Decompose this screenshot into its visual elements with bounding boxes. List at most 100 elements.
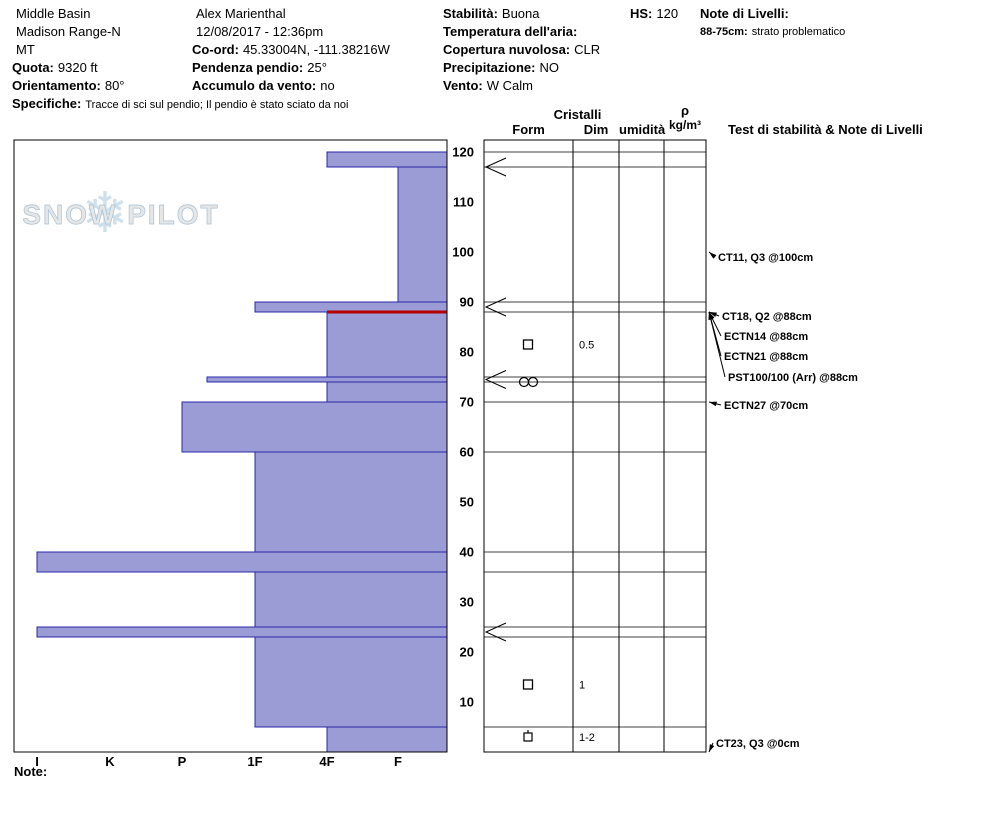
header-field: Co-ord: 45.33004N, -111.38216W <box>192 41 390 59</box>
header-field: 12/08/2017 - 12:36pm <box>192 23 390 41</box>
thin-layer-marker <box>484 157 507 177</box>
field-label: Quota: <box>12 60 54 75</box>
field-value: 120 <box>656 6 679 21</box>
field-value: no <box>320 78 335 93</box>
header-column-4: HS: 120 <box>630 5 678 23</box>
field-label: Co-ord: <box>192 42 239 57</box>
crystal-facet-icon <box>522 679 534 690</box>
col-header-density-unit: kg/m³ <box>668 118 701 132</box>
col-header-form: Form <box>512 122 545 137</box>
snow-layer-bar <box>206 376 448 383</box>
col-header-density-symbol: ρ <box>680 103 690 118</box>
depth-tick-label: 30 <box>460 595 474 610</box>
depth-tick-label: 80 <box>460 345 474 360</box>
hardness-axis-label: F <box>394 754 402 769</box>
thin-layer-marker <box>484 297 507 317</box>
test-result-label: PST100/100 (Arr) @88cm <box>728 372 858 384</box>
field-label: Copertura nuvolosa: <box>443 42 571 57</box>
snow-layer-bar <box>36 551 448 573</box>
field-label: Pendenza pendio: <box>192 60 304 75</box>
field-label: Specifiche: <box>12 96 82 111</box>
field-value: Madison Range-N <box>16 24 121 39</box>
depth-tick-label: 50 <box>460 495 474 510</box>
depth-tick-label: 120 <box>452 145 474 160</box>
header-field: Specifiche: Tracce di sci sul pendio; Il … <box>12 95 349 113</box>
depth-tick-label: 20 <box>460 645 474 660</box>
crystal-facet-icon <box>522 339 534 350</box>
col-header-humidity: umidità <box>619 122 666 137</box>
header-column-5: Note di Livelli: 88-75cm: strato problemat… <box>700 5 845 41</box>
field-label: Accumulo da vento: <box>192 78 317 93</box>
field-label: Stabilità: <box>443 6 498 21</box>
field-value: Middle Basin <box>16 6 91 21</box>
field-value: CLR <box>574 42 601 57</box>
header-column-1: Middle Basin Madison Range-N MT Quota: 9320 … <box>12 5 349 113</box>
field-label: HS: <box>630 6 653 21</box>
header-column-3: Stabilità: Buona Temperatura dell'aria: Cop… <box>443 5 600 95</box>
header-field: 88-75cm: strato problematico <box>700 23 845 41</box>
field-value: Tracce di sci sul pendio; Il pendio è st… <box>85 99 349 111</box>
depth-tick-label: 100 <box>452 245 474 260</box>
snow-layer-bar <box>326 726 448 753</box>
thin-layer-marker <box>484 370 507 389</box>
depth-tick-label: 110 <box>453 195 474 210</box>
col-header-stability-tests: Test di stabilità & Note di Livelli <box>728 122 923 137</box>
crystal-dim-label: 1 <box>579 680 585 692</box>
test-leader-arrowhead <box>709 252 717 259</box>
profile-frame <box>13 139 448 753</box>
header-field: Note di Livelli: <box>700 5 845 23</box>
field-value: Alex Marienthal <box>196 6 286 21</box>
test-result-label: ECTN27 @70cm <box>724 400 808 412</box>
layer-table-frame <box>483 139 707 753</box>
test-leader-arrowhead <box>708 312 714 320</box>
watermark-snowflake-icon: ❄ <box>82 181 129 244</box>
field-value: NO <box>539 60 559 75</box>
field-label: Temperatura dell'aria: <box>443 24 578 39</box>
hardness-axis-label: K <box>105 754 115 769</box>
field-value: 45.33004N, -111.38216W <box>242 42 390 57</box>
header-column-2: Alex Marienthal 12/08/2017 - 12:36pm Co-or… <box>192 5 390 95</box>
field-label: Note di Livelli: <box>700 6 789 21</box>
note-label: Note: <box>14 764 48 779</box>
field-value: 12/08/2017 - 12:36pm <box>196 24 324 39</box>
hardness-axis-label: 4F <box>319 754 334 769</box>
header-field: Stabilità: Buona <box>443 5 600 23</box>
header-field: Middle Basin <box>12 5 349 23</box>
header-field: Vento: W Calm <box>443 77 600 95</box>
hardness-axis-label: 1F <box>247 754 262 769</box>
test-result-label: CT11, Q3 @100cm <box>718 252 813 264</box>
header-field: Temperatura dell'aria: <box>443 23 600 41</box>
crystal-mixed-icon <box>523 732 533 742</box>
watermark-text: SNOW PILOT <box>22 199 219 230</box>
snow-layer-bar <box>254 571 448 628</box>
snow-layer-bar <box>397 166 448 303</box>
depth-tick-label: 40 <box>460 545 474 560</box>
field-value: 80° <box>104 78 125 93</box>
header-field: MT <box>12 41 349 59</box>
test-result-label: ECTN21 @88cm <box>724 351 808 363</box>
header-field: Pendenza pendio: 25° <box>192 59 390 77</box>
field-label: 88-75cm: <box>700 26 748 38</box>
field-value: W Calm <box>486 78 533 93</box>
hardness-axis-label: P <box>178 754 187 769</box>
col-header-cristalli: Cristalli <box>553 107 602 122</box>
col-header-dim: Dim <box>583 122 609 137</box>
test-leader-arrowhead <box>709 744 715 752</box>
header-field: Accumulo da vento: no <box>192 77 390 95</box>
test-result-label: CT18, Q2 @88cm <box>722 311 812 323</box>
crystal-dim-label: 1-2 <box>579 732 595 744</box>
test-leader-arrowhead <box>709 401 717 407</box>
header-field: Precipitazione: NO <box>443 59 600 77</box>
header-field: Madison Range-N <box>12 23 349 41</box>
field-value: Buona <box>501 6 540 21</box>
field-value: 9320 ft <box>57 60 98 75</box>
field-label: Vento: <box>443 78 483 93</box>
snow-layer-bar <box>326 381 448 403</box>
field-value: 25° <box>307 60 327 75</box>
depth-tick-label: 70 <box>460 395 474 410</box>
header-field: Copertura nuvolosa: CLR <box>443 41 600 59</box>
header-field: Alex Marienthal <box>192 5 390 23</box>
snow-layer-bar <box>181 401 448 453</box>
